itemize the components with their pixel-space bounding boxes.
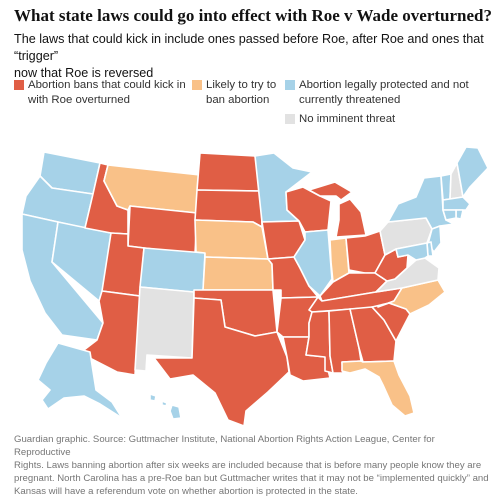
page-title: What state laws could go into effect wit… (14, 6, 493, 25)
legend-item-none: No imminent threat (285, 112, 485, 128)
source-line: Guardian graphic. Source: Guttmacher Ins… (14, 434, 435, 458)
us-map (21, 146, 489, 427)
legend-label-line: with Roe overturned (28, 94, 130, 106)
state-alaska (37, 342, 123, 419)
state-kansas (202, 256, 274, 291)
legend-label: Abortion legally protected and not curre… (299, 78, 469, 108)
legend-label-line: Abortion legally protected and not (299, 79, 469, 91)
source-line: Rights. Laws banning abortion after six … (14, 460, 482, 471)
state-maryland (395, 242, 429, 261)
state-massachusetts (442, 196, 471, 211)
state-maine (456, 146, 489, 198)
legend-item-likely: Likely to try to ban abortion (192, 78, 292, 108)
legend-item-protected: Abortion legally protected and not curre… (285, 78, 495, 108)
legend-swatch (285, 80, 295, 90)
legend-label: No imminent threat (299, 112, 395, 127)
legend-label: Likely to try to ban abortion (206, 78, 276, 108)
source-note: Guardian graphic. Source: Guttmacher Ins… (14, 433, 490, 498)
source-line: pregnant. North Carolina has a pre-Roe b… (14, 473, 489, 484)
source-line: Kansas will have a referendum vote on wh… (14, 486, 358, 497)
state-montana (103, 164, 201, 214)
subtitle-line: The laws that could kick in include ones… (14, 32, 484, 63)
legend-label-line: No imminent threat (299, 113, 396, 125)
state-north-dakota (196, 152, 262, 192)
state-north-carolina (377, 279, 446, 315)
legend-label-line: Abortion bans that could kick in (28, 79, 186, 91)
state-florida (341, 360, 415, 417)
state-colorado (139, 247, 206, 294)
legend-swatch (192, 80, 202, 90)
legend-item-ban: Abortion bans that could kick in with Ro… (14, 78, 194, 108)
legend-label-line: ban abortion (206, 94, 270, 106)
state-connecticut (442, 209, 457, 221)
subtitle: The laws that could kick in include ones… (14, 31, 484, 82)
state-rhode-island (455, 209, 464, 220)
legend-swatch (285, 114, 295, 124)
subtitle-line: now that Roe is reversed (14, 66, 154, 80)
legend-label-line: Likely to try to (206, 79, 277, 91)
state-illinois (293, 229, 333, 297)
legend-swatch (14, 80, 24, 90)
state-hawaii (149, 393, 182, 420)
state-texas (153, 297, 290, 427)
state-nebraska (194, 219, 269, 260)
legend-label-line: currently threatened (299, 94, 401, 106)
legend-label: Abortion bans that could kick in with Ro… (28, 78, 186, 108)
